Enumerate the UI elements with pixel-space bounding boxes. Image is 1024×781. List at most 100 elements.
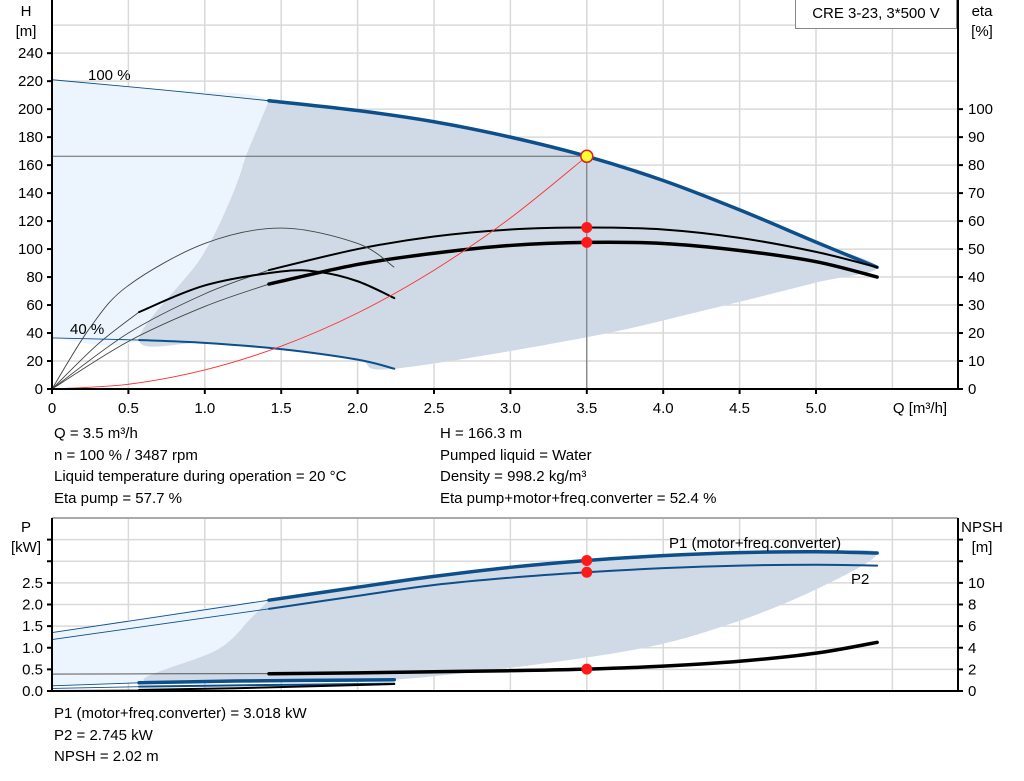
duty-point-marker (581, 222, 593, 234)
curve-eta-total-40-extension (51, 311, 140, 390)
curve-system-curve (51, 155, 588, 390)
x-tick-label: 0 (48, 400, 56, 417)
y-left-tick-label: 120 (18, 213, 43, 230)
x-tick-label: 0.5 (118, 400, 139, 417)
pump-model-label: CRE 3-23, 3*500 V (795, 0, 957, 29)
y-right-tick-label: 90 (968, 129, 985, 146)
info-speed: n = 100 % / 3487 rpm (54, 446, 198, 464)
y-left-tick-label: 1.0 (22, 640, 43, 657)
y-right-tick-label: 80 (968, 157, 985, 174)
info-flow: Q = 3.5 m³/h (54, 425, 138, 442)
x-tick-label: 2.0 (347, 400, 368, 417)
duty-point-marker (581, 663, 593, 675)
y-right-tick-label: 2 (968, 661, 976, 678)
y-left-tick-label: 140 (18, 185, 43, 202)
y-right-tick-label: 0 (968, 683, 976, 700)
y-left-tick-label: 200 (18, 101, 43, 118)
head-chart-operating-region (139, 100, 878, 370)
curve-P2-40-extension (51, 686, 140, 689)
y-right-tick-label: 100 (968, 101, 993, 118)
x-tick-label: 4.5 (729, 400, 750, 417)
y-right-tick-label: 30 (968, 297, 985, 314)
y-right-axis-title: NPSH (961, 519, 1003, 536)
info-liquid: Pumped liquid = Water (440, 446, 592, 464)
legend-p1: P1 (motor+freq.converter) (669, 535, 841, 552)
y-left-tick-label: 220 (18, 73, 43, 90)
y-left-tick-label: 80 (26, 269, 43, 286)
y-left-tick-label: 2.5 (22, 575, 43, 592)
info-density: Density = 998.2 kg/m³ (440, 468, 587, 485)
y-right-tick-label: 70 (968, 185, 985, 202)
curve-eta-total-40 (138, 269, 396, 314)
y-left-tick-label: 2.0 (22, 597, 43, 614)
curve-NPSH-40 (138, 682, 396, 691)
y-right-tick-label: 4 (968, 640, 976, 657)
y-right-tick-label: 60 (968, 213, 985, 230)
info-eta-total: Eta pump+motor+freq.converter = 52.4 % (440, 489, 717, 507)
operating-point-marker (580, 149, 594, 164)
y-right-tick-label: 6 (968, 618, 976, 635)
y-right-tick-label: 10 (968, 353, 985, 370)
info-p1: P1 (motor+freq.converter) = 3.018 kW (54, 705, 307, 722)
y-right-axis-unit: [%] (971, 23, 993, 40)
info-temperature: Liquid temperature during operation = 20… (54, 468, 347, 485)
duty-point-marker (581, 554, 593, 566)
speed-label-40: 40 % (70, 321, 104, 338)
y-left-tick-label: 100 (18, 241, 43, 258)
x-tick-label: 5.0 (806, 400, 827, 417)
y-left-tick-label: 180 (18, 129, 43, 146)
x-tick-label: 1.0 (194, 400, 215, 417)
x-tick-label: 1.5 (271, 400, 292, 417)
curve-eta-total-100-extension (51, 283, 270, 390)
y-left-axis-title: P (21, 519, 31, 536)
x-tick-label: 3.5 (576, 400, 597, 417)
y-right-tick-label: 0 (968, 381, 976, 398)
y-right-axis-unit: [m] (972, 539, 993, 556)
info-eta-pump: Eta pump = 57.7 % (54, 489, 182, 507)
duty-point-marker (581, 236, 593, 248)
y-right-tick-label: 40 (968, 269, 985, 286)
curve-H-40 (138, 339, 396, 370)
curve-H-100-extension (51, 79, 270, 102)
y-left-tick-label: 240 (18, 45, 43, 62)
y-left-tick-label: 160 (18, 157, 43, 174)
curve-H-40-extension (51, 337, 140, 341)
info-npsh: NPSH = 2.02 m (54, 748, 159, 765)
x-tick-label: 3.0 (500, 400, 521, 417)
info-p2: P2 = 2.745 kW (54, 726, 153, 744)
info-top-left: Q = 3.5 m³/h n = 100 % / 3487 rpm Liquid… (54, 423, 346, 509)
y-left-axis-unit: [kW] (11, 539, 41, 556)
y-left-tick-label: 0.5 (22, 661, 43, 678)
y-left-tick-label: 0 (35, 381, 43, 398)
y-right-tick-label: 20 (968, 325, 985, 342)
curve-P1-40 (137, 678, 397, 685)
head-chart-light-region (52, 79, 273, 346)
x-tick-label: 2.5 (424, 400, 445, 417)
y-right-tick-label: 50 (968, 241, 985, 258)
power-chart-light-region (52, 599, 281, 686)
y-right-tick-label: 10 (968, 575, 985, 592)
duty-point-marker (581, 566, 593, 578)
x-axis-label: Q [m³/h] (893, 400, 947, 417)
info-bottom: P1 (motor+freq.converter) = 3.018 kW P2 … (54, 703, 307, 768)
curve-eta-pump-100-extension (51, 269, 270, 390)
y-left-tick-label: 60 (26, 297, 43, 314)
curve-P1-40-extension (51, 682, 140, 687)
y-left-axis-unit: [m] (16, 23, 37, 40)
curve-P1-100-extension (51, 599, 270, 634)
power-chart-operating-region (143, 550, 878, 683)
speed-label-100: 100 % (88, 67, 131, 84)
x-tick-label: 4.0 (653, 400, 674, 417)
y-left-tick-label: 20 (26, 353, 43, 370)
y-left-axis-title: H (21, 3, 32, 20)
legend-p2: P2 (851, 571, 869, 588)
y-left-tick-label: 1.5 (22, 618, 43, 635)
y-right-tick-label: 8 (968, 597, 976, 614)
y-left-tick-label: 0.0 (22, 683, 43, 700)
curve-eta-pump-40-extension (51, 227, 395, 390)
info-top-right: H = 166.3 m Pumped liquid = Water Densit… (440, 423, 716, 509)
y-right-axis-title: eta (972, 3, 994, 20)
y-left-tick-label: 40 (26, 325, 43, 342)
info-head: H = 166.3 m (440, 425, 523, 442)
